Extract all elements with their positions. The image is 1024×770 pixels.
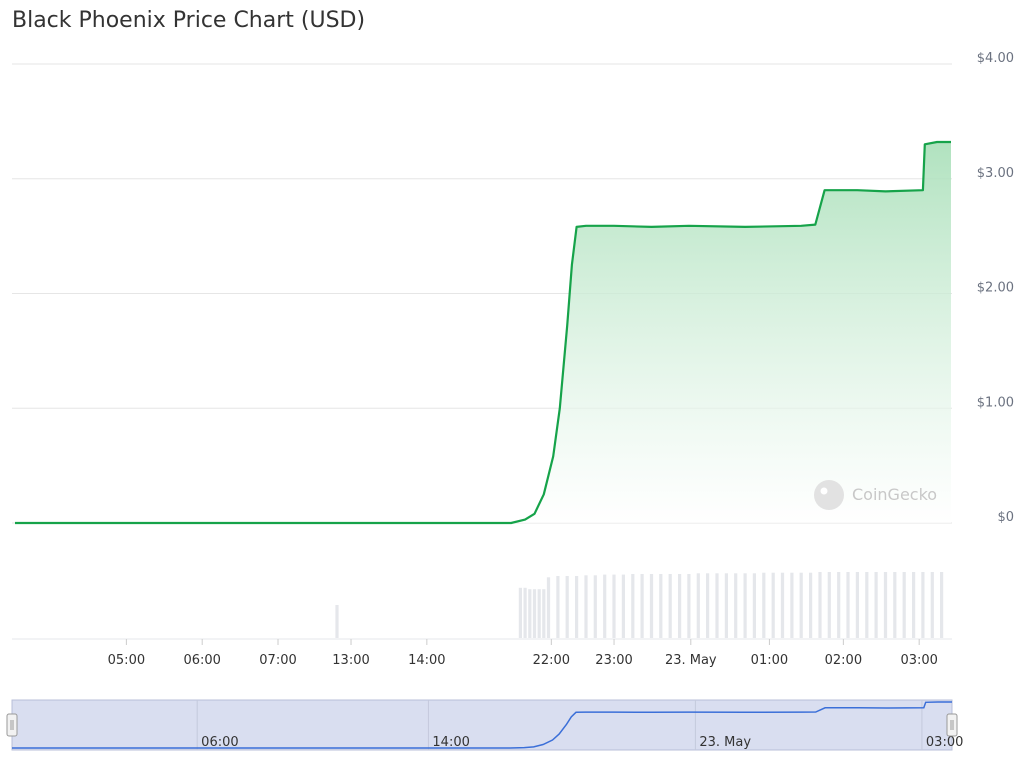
x-tick-label: 14:00 <box>408 653 445 668</box>
volume-bar <box>827 572 831 638</box>
navigator[interactable]: 06:00 14:00 23. May 03:00 <box>6 699 963 751</box>
watermark-text: CoinGecko <box>852 485 937 504</box>
navigator-tick-label: 23. May <box>699 735 751 750</box>
volume-bar <box>584 575 588 638</box>
volume-bar <box>809 572 813 638</box>
navigator-tick-label: 14:00 <box>432 735 469 750</box>
volume-bar <box>631 574 635 638</box>
y-tick-label: $4.00 <box>977 51 1014 66</box>
x-tick-label: 23:00 <box>595 653 632 668</box>
volume-bar <box>855 572 859 638</box>
x-axis: 05:00 06:00 07:00 13:00 14:00 22:00 23:00 23. M… <box>108 639 938 668</box>
y-tick-label: $1.00 <box>977 395 1014 410</box>
navigator-line <box>12 701 952 749</box>
volume-bar <box>621 574 625 638</box>
volume-bar <box>883 572 888 638</box>
volume-bar <box>335 605 339 638</box>
volume-bar <box>696 573 700 638</box>
volume-bar <box>612 574 616 638</box>
navigator-right-handle[interactable] <box>946 713 958 737</box>
coingecko-watermark: CoinGecko <box>814 480 937 510</box>
volume-bar <box>921 572 925 638</box>
x-tick-label: 06:00 <box>183 653 220 668</box>
volume-bar <box>546 577 551 638</box>
chart-title: Black Phoenix Price Chart (USD) <box>12 8 366 33</box>
volume-bar <box>715 573 719 638</box>
navigator-axis: 06:00 14:00 23. May 03:00 <box>201 735 963 750</box>
volume-bar <box>930 572 934 638</box>
volume-bar <box>902 572 906 638</box>
gecko-logo-icon <box>814 480 844 510</box>
volume-bar <box>743 573 747 638</box>
volume-bar <box>762 572 766 638</box>
volume-bar <box>678 574 682 638</box>
price-area <box>15 142 951 523</box>
volume-bar <box>687 574 691 638</box>
volume-bar <box>837 572 841 638</box>
price-line <box>15 140 951 525</box>
volume-bar <box>532 589 537 638</box>
volume-bar <box>603 574 607 638</box>
y-tick-label: $2.00 <box>977 281 1014 296</box>
volume-bar <box>565 576 569 638</box>
volume-bar <box>518 587 522 638</box>
x-tick-label: 07:00 <box>259 653 296 668</box>
y-axis: $0 $1.00 $2.00 $3.00 $4.00 <box>977 51 1014 525</box>
volume-bar <box>771 572 775 638</box>
x-tick-label: 05:00 <box>108 653 145 668</box>
x-tick-label: 01:00 <box>751 653 788 668</box>
volume-bar <box>668 574 672 638</box>
gecko-eye-icon <box>820 487 828 495</box>
volume-bar <box>649 574 654 638</box>
volume-bar <box>893 572 897 638</box>
volume-bar <box>865 572 869 638</box>
volume-bar <box>523 587 527 638</box>
volume-bar <box>752 573 756 638</box>
volume-bar <box>575 576 579 638</box>
navigator-tick-label: 06:00 <box>201 735 238 750</box>
volume-bar <box>537 589 541 638</box>
x-tick-label: 13:00 <box>332 653 369 668</box>
x-tick-label: 22:00 <box>533 653 570 668</box>
volume-bar <box>542 589 546 638</box>
volume-bars <box>335 572 944 638</box>
navigator-selection[interactable] <box>11 699 953 751</box>
x-tick-label: 03:00 <box>900 653 937 668</box>
navigator-tick-label: 03:00 <box>926 735 963 750</box>
x-tick-label: 02:00 <box>825 653 862 668</box>
volume-bar <box>780 572 785 638</box>
volume-bar <box>556 576 560 638</box>
volume-bar <box>528 589 532 638</box>
volume-bar <box>799 572 803 638</box>
navigator-left-handle[interactable] <box>6 713 18 737</box>
volume-bar <box>912 572 916 638</box>
navigator-grid <box>196 700 923 750</box>
volume-bar <box>706 573 710 638</box>
volume-bar <box>640 574 644 638</box>
volume-bar <box>659 574 663 638</box>
volume-bar <box>940 572 944 638</box>
volume-bar <box>874 572 878 638</box>
volume-bar <box>724 573 728 638</box>
volume-bar <box>818 572 822 638</box>
volume-bar <box>846 572 850 638</box>
volume-bar <box>790 572 794 638</box>
x-tick-label: 23. May <box>665 653 717 668</box>
volume-bar <box>734 573 738 638</box>
y-tick-label: $3.00 <box>977 166 1014 181</box>
y-tick-label: $0 <box>997 510 1014 525</box>
volume-bar <box>593 575 597 638</box>
